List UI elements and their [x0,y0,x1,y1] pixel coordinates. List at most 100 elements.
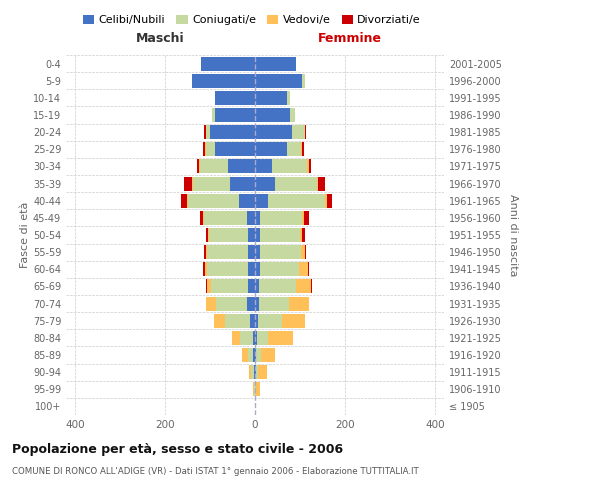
Bar [256,382,260,396]
Bar [317,176,318,190]
Bar [258,365,267,379]
Bar [193,176,230,190]
Bar [250,314,255,328]
Bar [255,314,258,328]
Bar [253,348,255,362]
Bar [255,176,275,190]
Bar [248,348,253,362]
Bar [255,280,259,293]
Bar [302,74,305,88]
Bar [275,176,317,190]
Bar [215,142,255,156]
Bar [203,262,205,276]
Bar [203,211,204,225]
Bar [248,245,255,259]
Bar [255,56,296,70]
Bar [230,176,255,190]
Bar [205,125,206,139]
Bar [258,314,281,328]
Bar [251,365,254,379]
Legend: Celibi/Nubili, Coniugati/e, Vedovi/e, Divorziati/e: Celibi/Nubili, Coniugati/e, Vedovi/e, Di… [79,10,425,30]
Bar [318,176,325,190]
Bar [300,228,302,242]
Bar [287,91,290,105]
Bar [225,314,250,328]
Bar [181,194,187,207]
Bar [187,194,239,207]
Bar [247,296,255,310]
Bar [217,296,247,310]
Text: COMUNE DI RONCO ALL'ADIGE (VR) - Dati ISTAT 1° gennaio 2006 - Elaborazione TUTTI: COMUNE DI RONCO ALL'ADIGE (VR) - Dati IS… [12,468,419,476]
Bar [256,348,261,362]
Bar [255,125,292,139]
Bar [308,160,311,173]
Bar [241,348,248,362]
Bar [206,125,210,139]
Bar [205,280,207,293]
Bar [289,296,310,310]
Bar [206,296,217,310]
Bar [302,228,305,242]
Bar [255,331,257,345]
Bar [272,160,307,173]
Bar [308,262,309,276]
Bar [255,245,260,259]
Bar [299,262,308,276]
Bar [200,211,203,225]
Bar [232,331,240,345]
Bar [200,160,228,173]
Bar [248,280,255,293]
Bar [211,280,248,293]
Bar [307,160,308,173]
Bar [305,125,306,139]
Bar [208,228,209,242]
Bar [207,280,211,293]
Bar [239,194,255,207]
Bar [255,142,287,156]
Bar [240,331,253,345]
Bar [259,280,296,293]
Bar [260,211,302,225]
Bar [253,382,254,396]
Bar [255,262,260,276]
Bar [325,194,328,207]
Bar [197,160,199,173]
Bar [210,125,255,139]
Bar [255,194,268,207]
Bar [215,108,255,122]
Bar [255,91,287,105]
Bar [255,74,302,88]
Bar [184,176,193,190]
Bar [206,228,208,242]
Bar [301,245,305,259]
Bar [255,365,256,379]
Bar [207,262,248,276]
Bar [212,108,215,122]
Bar [301,142,302,156]
Bar [192,74,255,88]
Bar [256,365,258,379]
Bar [214,314,225,328]
Bar [260,262,299,276]
Bar [249,365,251,379]
Bar [204,211,247,225]
Bar [260,228,300,242]
Bar [204,245,205,259]
Bar [205,245,207,259]
Text: Popolazione per età, sesso e stato civile - 2006: Popolazione per età, sesso e stato civil… [12,442,343,456]
Bar [247,211,255,225]
Bar [290,108,295,122]
Bar [268,331,293,345]
Bar [260,245,301,259]
Bar [287,142,301,156]
Bar [254,365,255,379]
Text: Maschi: Maschi [136,32,185,44]
Bar [205,262,207,276]
Bar [248,228,255,242]
Bar [281,314,305,328]
Bar [215,91,255,105]
Bar [204,125,205,139]
Bar [255,108,290,122]
Bar [253,331,255,345]
Y-axis label: Fasce di età: Fasce di età [20,202,30,268]
